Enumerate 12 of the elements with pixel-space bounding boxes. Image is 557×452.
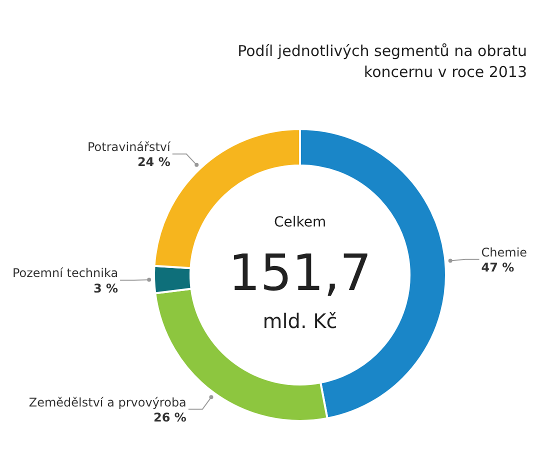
data-label: 24 % — [137, 155, 170, 170]
data-label: 47 % — [481, 260, 514, 275]
slice-label: Pozemní technika — [12, 266, 118, 280]
text: 151,7 — [228, 244, 372, 302]
chart-title: Podíl jednotlivých segmentů na obratu koncernu v roce 2013 — [238, 42, 527, 81]
text: Celkem — [274, 214, 326, 231]
data-label: 3 % — [94, 281, 118, 296]
text: mld. Kč — [262, 309, 338, 334]
data-label: 26 % — [154, 410, 186, 424]
slice-label: Chemie — [481, 245, 528, 260]
slice-label: Potravinářství — [87, 140, 172, 154]
slice-label: Zemědělství a prvovýroba — [28, 395, 186, 410]
